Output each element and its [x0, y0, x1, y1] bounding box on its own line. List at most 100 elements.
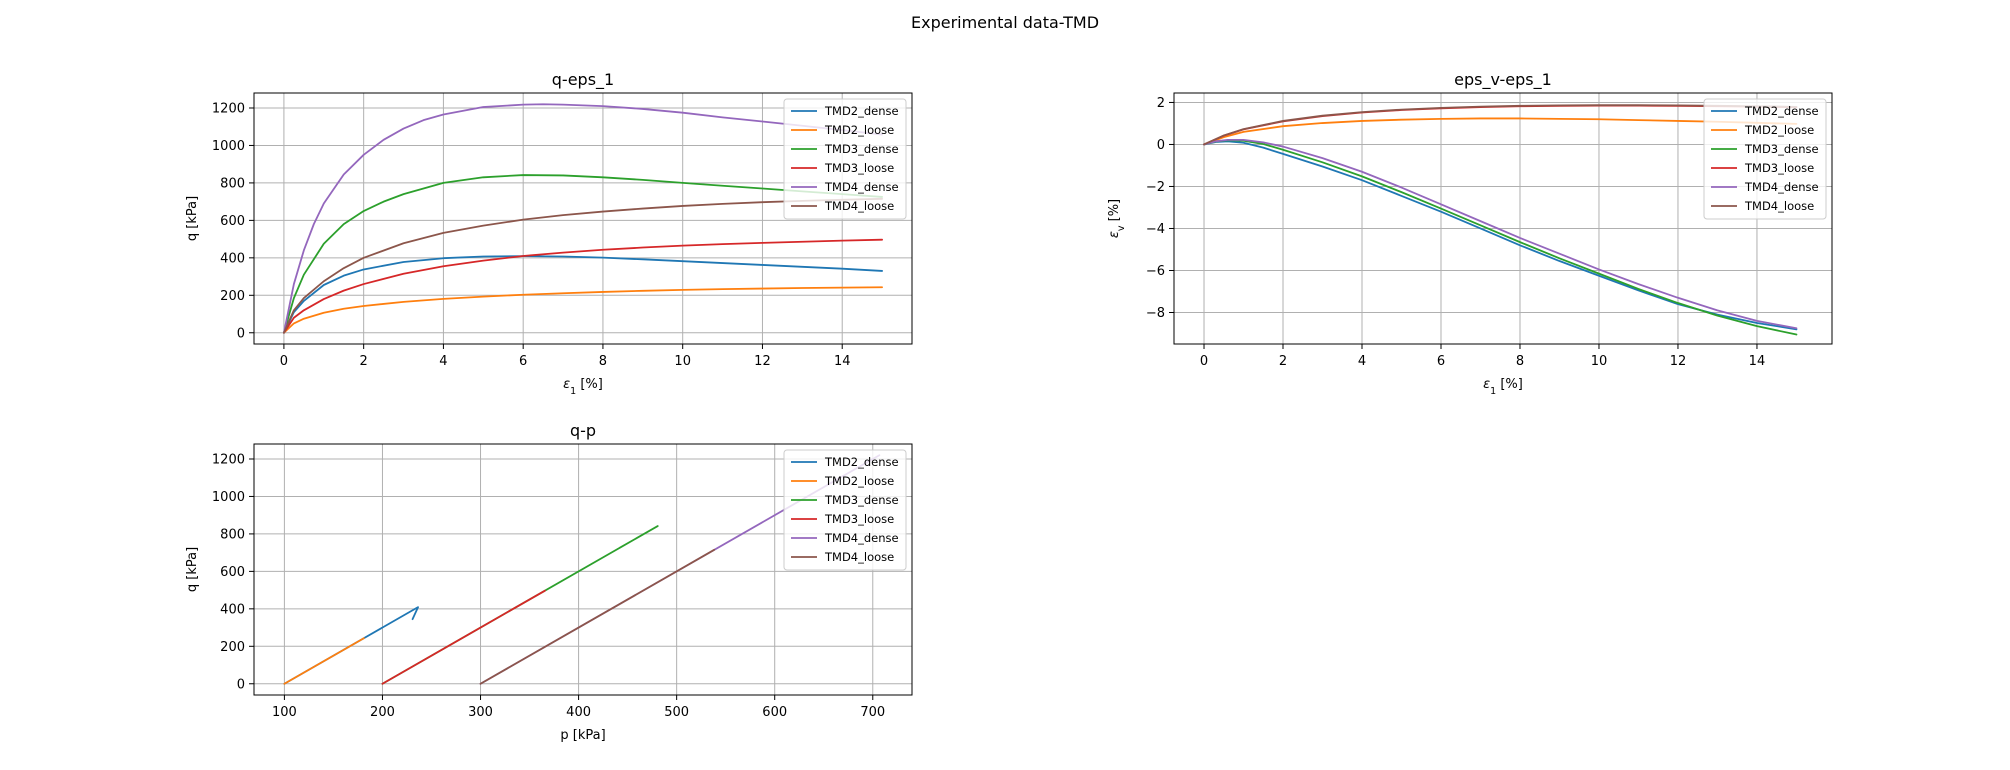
y-tick-label: −8: [1146, 306, 1165, 321]
legend-label: TMD3_dense: [824, 493, 899, 507]
series-line-TMD2_loose: [283, 286, 883, 334]
series-group: [283, 103, 883, 334]
legend-frame: [783, 98, 907, 220]
axes-frame: [1173, 92, 1833, 345]
x-tick-label: 400: [566, 705, 591, 720]
axes-container: 0 2 4 6 8 10 12 14020040060080010001200q-eps_1ε…: [185, 70, 1833, 743]
legend-label: TMD3_loose: [1744, 161, 1814, 175]
y-tick-label: 800: [220, 176, 245, 191]
legend-label: TMD3_dense: [824, 142, 899, 156]
x-tick-label: 14: [1749, 354, 1766, 369]
series-line-TMD3_dense: [283, 174, 883, 334]
axes-frame: [253, 443, 913, 696]
y-tick-label: 800: [220, 527, 245, 542]
legend-label: TMD2_dense: [824, 104, 899, 118]
x-tick-label: 12: [1670, 354, 1687, 369]
y-tick-label: 600: [220, 565, 245, 580]
series-line-TMD4_loose: [283, 197, 883, 334]
y-axis-label: q [kPa]: [185, 196, 200, 241]
y-tick-label: 2: [1157, 96, 1165, 111]
x-axis-label: ε1 [%]: [563, 377, 603, 397]
x-tick-label: 100: [272, 705, 297, 720]
x-tick-label: 6: [519, 354, 527, 369]
y-axis-label: q [kPa]: [185, 547, 200, 592]
axes-2: 100 200 300 400 500 600 700 0 200 400 600 800 1000 12…: [185, 421, 913, 743]
x-tick-label: 2: [360, 354, 368, 369]
legend-label: TMD3_loose: [824, 512, 894, 526]
x-tick-label: 8: [599, 354, 607, 369]
y-tick-label: −4: [1146, 222, 1165, 237]
x-tick-label: 500: [664, 705, 689, 720]
series-line-TMD4_loose: [1203, 104, 1798, 146]
legend-label: TMD4_loose: [1744, 199, 1814, 213]
legend-label: TMD4_dense: [1744, 180, 1819, 194]
y-tick-label: 200: [220, 289, 245, 304]
legend-label: TMD4_loose: [824, 199, 894, 213]
axes-title: q-p: [570, 421, 596, 440]
axes-frame: [253, 92, 913, 345]
legend-label: TMD3_dense: [1744, 142, 1819, 156]
y-tick-label: 400: [220, 602, 245, 617]
x-tick-label: 10: [674, 354, 691, 369]
y-tick-label: 400: [220, 251, 245, 266]
x-tick-label: 4: [439, 354, 447, 369]
series-line-TMD2_dense: [283, 255, 883, 334]
y-tick-label: 1200: [212, 452, 245, 467]
x-tick-label: 200: [370, 705, 395, 720]
series-line-TMD3_loose: [381, 589, 546, 685]
y-tick-label: 600: [220, 214, 245, 229]
series-line-TMD2_dense: [1203, 140, 1798, 331]
series-line-TMD2_loose: [283, 637, 365, 685]
legend-label: TMD4_loose: [824, 550, 894, 564]
series-line-TMD3_loose: [283, 238, 883, 334]
y-tick-label: 1000: [212, 139, 245, 154]
x-tick-label: 300: [468, 705, 493, 720]
y-tick-label: 0: [1157, 138, 1165, 153]
x-tick-label: 2: [1279, 354, 1287, 369]
legend-label: TMD2_loose: [824, 123, 894, 137]
legend: TMD2_dense TMD2_loose TMD3_dense TMD3_loose…: [783, 98, 907, 220]
legend: TMD2_dense TMD2_loose TMD3_dense TMD3_loose…: [783, 449, 907, 571]
legend-label: TMD2_dense: [824, 455, 899, 469]
y-tick-label: −6: [1146, 264, 1165, 279]
x-tick-label: 0: [280, 354, 288, 369]
legend-frame: [1703, 98, 1827, 220]
y-axis-label: εv [%]: [1107, 199, 1127, 238]
legend-label: TMD2_dense: [1744, 104, 1819, 118]
x-axis-label: p [kPa]: [560, 728, 605, 743]
series-line-TMD4_dense: [283, 103, 883, 334]
legend-label: TMD4_dense: [824, 531, 899, 545]
x-tick-label: 600: [762, 705, 787, 720]
y-tick-label: 1200: [212, 101, 245, 116]
x-tick-label: 8: [1516, 354, 1524, 369]
legend-frame: [783, 449, 907, 571]
series-line-TMD2_loose: [1203, 117, 1798, 146]
x-tick-label: 6: [1437, 354, 1445, 369]
series-group: [1203, 104, 1798, 336]
x-tick-label: 0: [1200, 354, 1208, 369]
x-tick-label: 14: [834, 354, 851, 369]
legend-label: TMD2_loose: [1744, 123, 1814, 137]
x-axis-label: ε1 [%]: [1483, 377, 1523, 397]
x-tick-label: 700: [860, 705, 885, 720]
series-line-TMD4_dense: [1203, 138, 1798, 330]
legend-label: TMD4_dense: [824, 180, 899, 194]
legend-label: TMD2_loose: [824, 474, 894, 488]
y-tick-label: 0: [237, 677, 245, 692]
axes-title: q-eps_1: [552, 70, 614, 90]
x-tick-label: 10: [1591, 354, 1608, 369]
legend: TMD2_dense TMD2_loose TMD3_dense TMD3_loose…: [1703, 98, 1827, 220]
axes-title: eps_v-eps_1: [1454, 70, 1552, 90]
y-tick-label: 0: [237, 326, 245, 341]
x-tick-label: 12: [754, 354, 771, 369]
y-tick-label: 200: [220, 640, 245, 655]
x-tick-label: 4: [1358, 354, 1366, 369]
axes-0: 0 2 4 6 8 10 12 14 0 200 400 600 800 1000 1200 q-eps_1 ε…: [185, 70, 913, 397]
figure-title: Experimental data-TMD: [911, 13, 1099, 32]
y-tick-label: −2: [1146, 180, 1165, 195]
series-line-TMD4_loose: [479, 548, 716, 685]
legend-label: TMD3_loose: [824, 161, 894, 175]
axes-1: 0 2 4 6 8 10 12 14 2 0 −2 −4 −6 −8 eps_v-eps_1 ε1 [%] εv…: [1107, 70, 1833, 397]
y-tick-label: 1000: [212, 490, 245, 505]
